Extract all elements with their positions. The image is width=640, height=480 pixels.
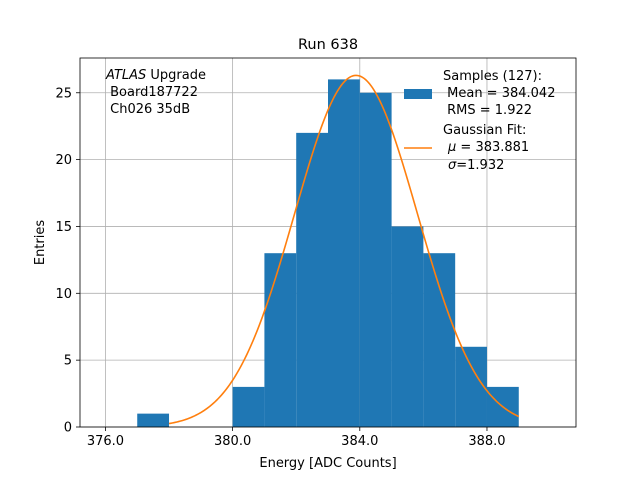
mu-symbol: μ: [447, 140, 456, 155]
histogram-bar-3: [296, 132, 328, 427]
annotation-line-1: ATLAS Upgrade: [105, 68, 206, 83]
annotation-board: Board187722: [106, 85, 198, 100]
histogram-bar-1: [232, 386, 265, 427]
histogram-bar-4: [328, 79, 360, 428]
gaussian-fit-curve: [168, 74, 520, 425]
plot-frame: [79, 57, 577, 428]
atlas-label: ATLAS: [105, 68, 146, 83]
x-tick-label-0: 376.0: [87, 434, 124, 449]
legend-fit-sigma: σ=1.932: [448, 158, 504, 173]
y-tick-label-3: 15: [55, 220, 72, 235]
histogram-bar-8: [455, 346, 487, 427]
x-tick-label-1: 380.0: [214, 434, 251, 449]
legend-fit-mu: μ = 383.881: [447, 140, 529, 155]
y-tick-label-0: 0: [64, 421, 72, 436]
y-axis-label: Entries: [33, 220, 48, 266]
y-tick-label-4: 20: [55, 153, 72, 168]
legend: Samples (127): Mean = 384.042 RMS = 1.92…: [404, 69, 555, 173]
histogram-bar-6: [391, 226, 424, 427]
y-tick-label-1: 5: [64, 354, 72, 369]
y-axis-ticks: 0 5 10 15 20 25: [55, 86, 80, 436]
histogram-bar-7: [423, 253, 456, 427]
histogram-bar-5: [359, 92, 392, 428]
x-axis-ticks: 376.0 380.0 384.0 388.0: [87, 427, 506, 449]
legend-samples-title: Samples (127):: [443, 69, 542, 84]
legend-samples-rms: RMS = 1.922: [443, 103, 532, 118]
atlas-annotation: ATLAS Upgrade Board187722 Ch026 35dB: [105, 68, 206, 117]
legend-samples-swatch: [404, 89, 432, 99]
histogram-bar-0: [137, 413, 170, 427]
annotation-upgrade-text: Upgrade: [146, 68, 206, 83]
y-tick-label-2: 10: [55, 287, 72, 302]
legend-fit-mu-value: = 383.881: [456, 140, 529, 155]
x-tick-label-2: 384.0: [341, 434, 378, 449]
x-axis-label: Energy [ADC Counts]: [259, 456, 396, 471]
legend-fit-sigma-value: =1.932: [456, 158, 504, 173]
legend-samples-mean: Mean = 384.042: [443, 86, 555, 101]
legend-fit-title: Gaussian Fit:: [443, 123, 526, 138]
annotation-channel: Ch026 35dB: [106, 102, 190, 117]
histogram-bars: [137, 79, 519, 428]
sigma-symbol: σ: [448, 158, 457, 173]
x-tick-label-3: 388.0: [468, 434, 505, 449]
histogram-bar-2: [264, 253, 297, 427]
y-tick-label-5: 25: [55, 86, 72, 101]
chart-title: Run 638: [298, 37, 358, 53]
